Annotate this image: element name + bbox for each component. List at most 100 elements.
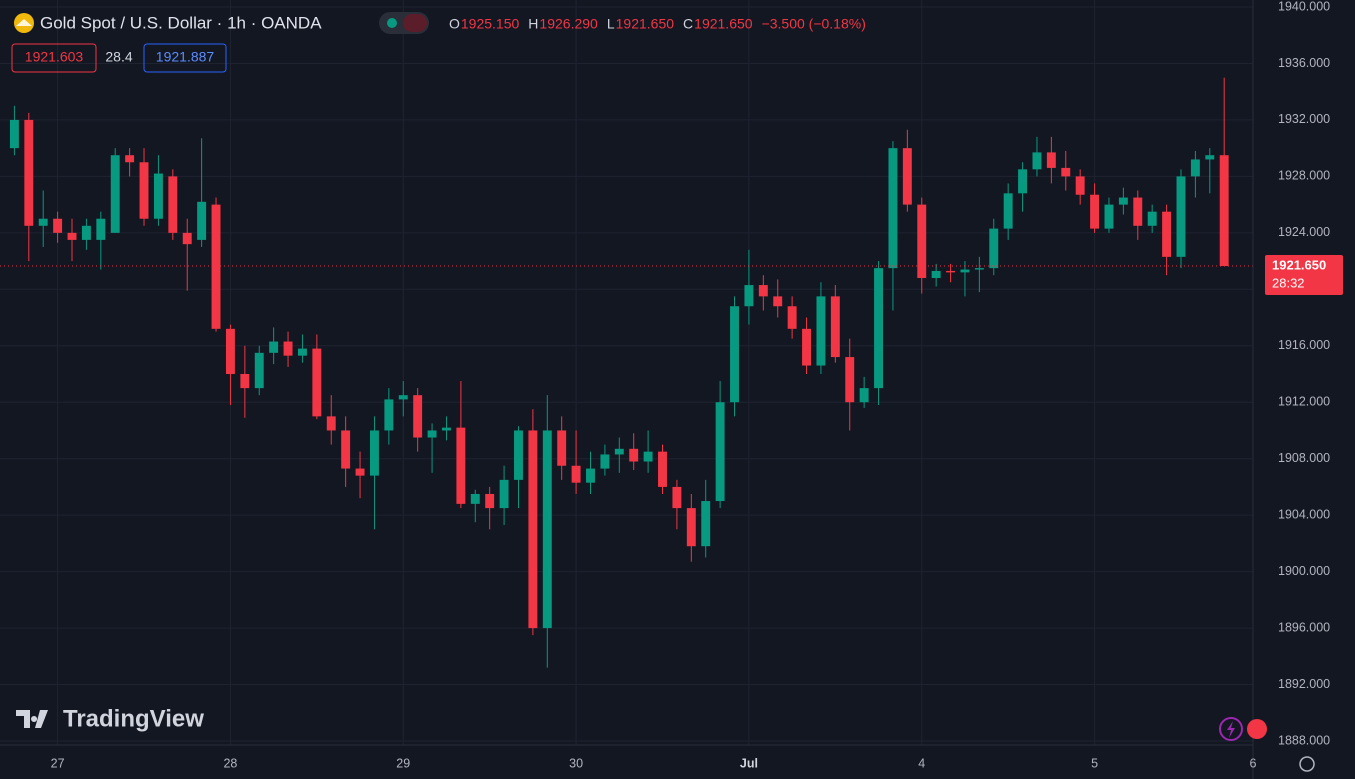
- candle-body: [701, 501, 711, 547]
- candle-body: [413, 395, 423, 438]
- candle-body: [1162, 211, 1172, 257]
- settings-icon[interactable]: [1299, 756, 1315, 772]
- candle-body: [1104, 204, 1114, 229]
- candle-body: [1219, 155, 1229, 267]
- candle-body: [369, 430, 379, 476]
- candle-body: [1133, 197, 1143, 226]
- x-tick-label: 28: [223, 756, 237, 770]
- candle-body: [254, 352, 264, 389]
- candle-body: [168, 176, 178, 233]
- candle-body: [485, 493, 495, 509]
- candle-body: [658, 451, 667, 487]
- candle-body: [341, 430, 351, 469]
- candle-body: [96, 218, 106, 240]
- candle-body: [1018, 169, 1028, 194]
- candle-body: [629, 448, 639, 462]
- legend-value: 1921.650: [694, 16, 753, 32]
- candle-body: [902, 148, 912, 205]
- x-tick-label: 30: [569, 756, 583, 770]
- candle-body: [600, 454, 610, 469]
- candle-body: [672, 486, 682, 509]
- candle-body: [744, 285, 754, 307]
- legend-key: L: [607, 16, 615, 32]
- candle-body: [355, 468, 365, 476]
- legend-value: 1926.290: [539, 16, 598, 32]
- flag-icon[interactable]: [1247, 719, 1267, 739]
- input-box[interactable]: [11, 43, 97, 73]
- candle-body: [1046, 152, 1056, 168]
- x-tick-label: 5: [1091, 756, 1098, 770]
- legend-key: H: [528, 16, 538, 32]
- legend-value: 1925.150: [461, 16, 520, 32]
- candle-body: [427, 430, 437, 438]
- candle-body: [758, 285, 768, 297]
- input-value: 1921.603: [25, 49, 84, 65]
- candle-body: [197, 201, 207, 240]
- candle-body: [225, 328, 235, 374]
- candle-body: [960, 269, 970, 273]
- candle-body: [81, 225, 91, 240]
- candle-body: [125, 155, 135, 163]
- x-tick-label: 27: [51, 756, 65, 770]
- y-tick-label: 1924.000: [1278, 225, 1330, 239]
- x-tick-label: Jul: [740, 756, 758, 770]
- legend-key: O: [449, 16, 460, 32]
- candle-body: [715, 402, 725, 502]
- candle-body: [456, 427, 466, 504]
- candle-body: [787, 306, 797, 329]
- candle-body: [542, 430, 552, 629]
- legend-change: −3.500 (−0.18%): [762, 16, 866, 32]
- y-tick-label: 1912.000: [1278, 395, 1330, 409]
- last-price-box: [1265, 255, 1343, 296]
- candle-body: [398, 395, 408, 400]
- y-tick-label: 1936.000: [1278, 56, 1330, 70]
- delay-badge: [403, 14, 427, 32]
- candle-body: [859, 388, 869, 403]
- candle-body: [1118, 197, 1128, 205]
- candle-body: [773, 296, 783, 307]
- candle-body: [816, 296, 826, 366]
- candle-body: [297, 348, 307, 356]
- candle-body: [139, 162, 149, 219]
- candle-body: [53, 218, 63, 233]
- candle-body: [326, 416, 336, 431]
- x-tick-label: 6: [1250, 756, 1257, 770]
- candle-body: [730, 306, 739, 403]
- input-value: 28.4: [105, 49, 132, 65]
- candle-body: [1090, 194, 1100, 229]
- symbol-title[interactable]: Gold Spot / U.S. Dollar · 1h · OANDA: [40, 13, 322, 32]
- candle-body: [974, 268, 984, 270]
- y-tick-label: 1892.000: [1278, 677, 1330, 691]
- candle-body: [1075, 176, 1085, 195]
- market-status: [387, 18, 397, 28]
- candle-body: [1205, 155, 1215, 160]
- candle-body: [557, 430, 567, 466]
- candle-body: [283, 341, 293, 356]
- y-tick-label: 1908.000: [1278, 451, 1330, 465]
- candle-body: [888, 148, 898, 269]
- input-box[interactable]: [143, 43, 227, 73]
- alert-icon[interactable]: [1219, 717, 1243, 741]
- candle-body: [586, 468, 595, 483]
- y-tick-label: 1904.000: [1278, 507, 1330, 521]
- y-tick-label: 1888.000: [1278, 733, 1330, 747]
- candle-body: [802, 328, 811, 366]
- candle-body: [1061, 167, 1071, 177]
- candle-body: [874, 268, 884, 389]
- candle-body: [917, 204, 927, 279]
- candle-body: [24, 119, 34, 226]
- candle-body: [931, 270, 941, 279]
- y-tick-label: 1928.000: [1278, 169, 1330, 183]
- candle-body: [514, 430, 523, 480]
- candle-body: [153, 173, 163, 219]
- x-tick-label: 29: [396, 756, 410, 770]
- brand-logo: [16, 710, 48, 728]
- brand-name: TradingView: [63, 705, 204, 732]
- x-tick-label: 4: [918, 756, 925, 770]
- symbol-icon-shape: [16, 19, 32, 26]
- candle-body: [686, 508, 696, 547]
- candle-body: [312, 348, 322, 417]
